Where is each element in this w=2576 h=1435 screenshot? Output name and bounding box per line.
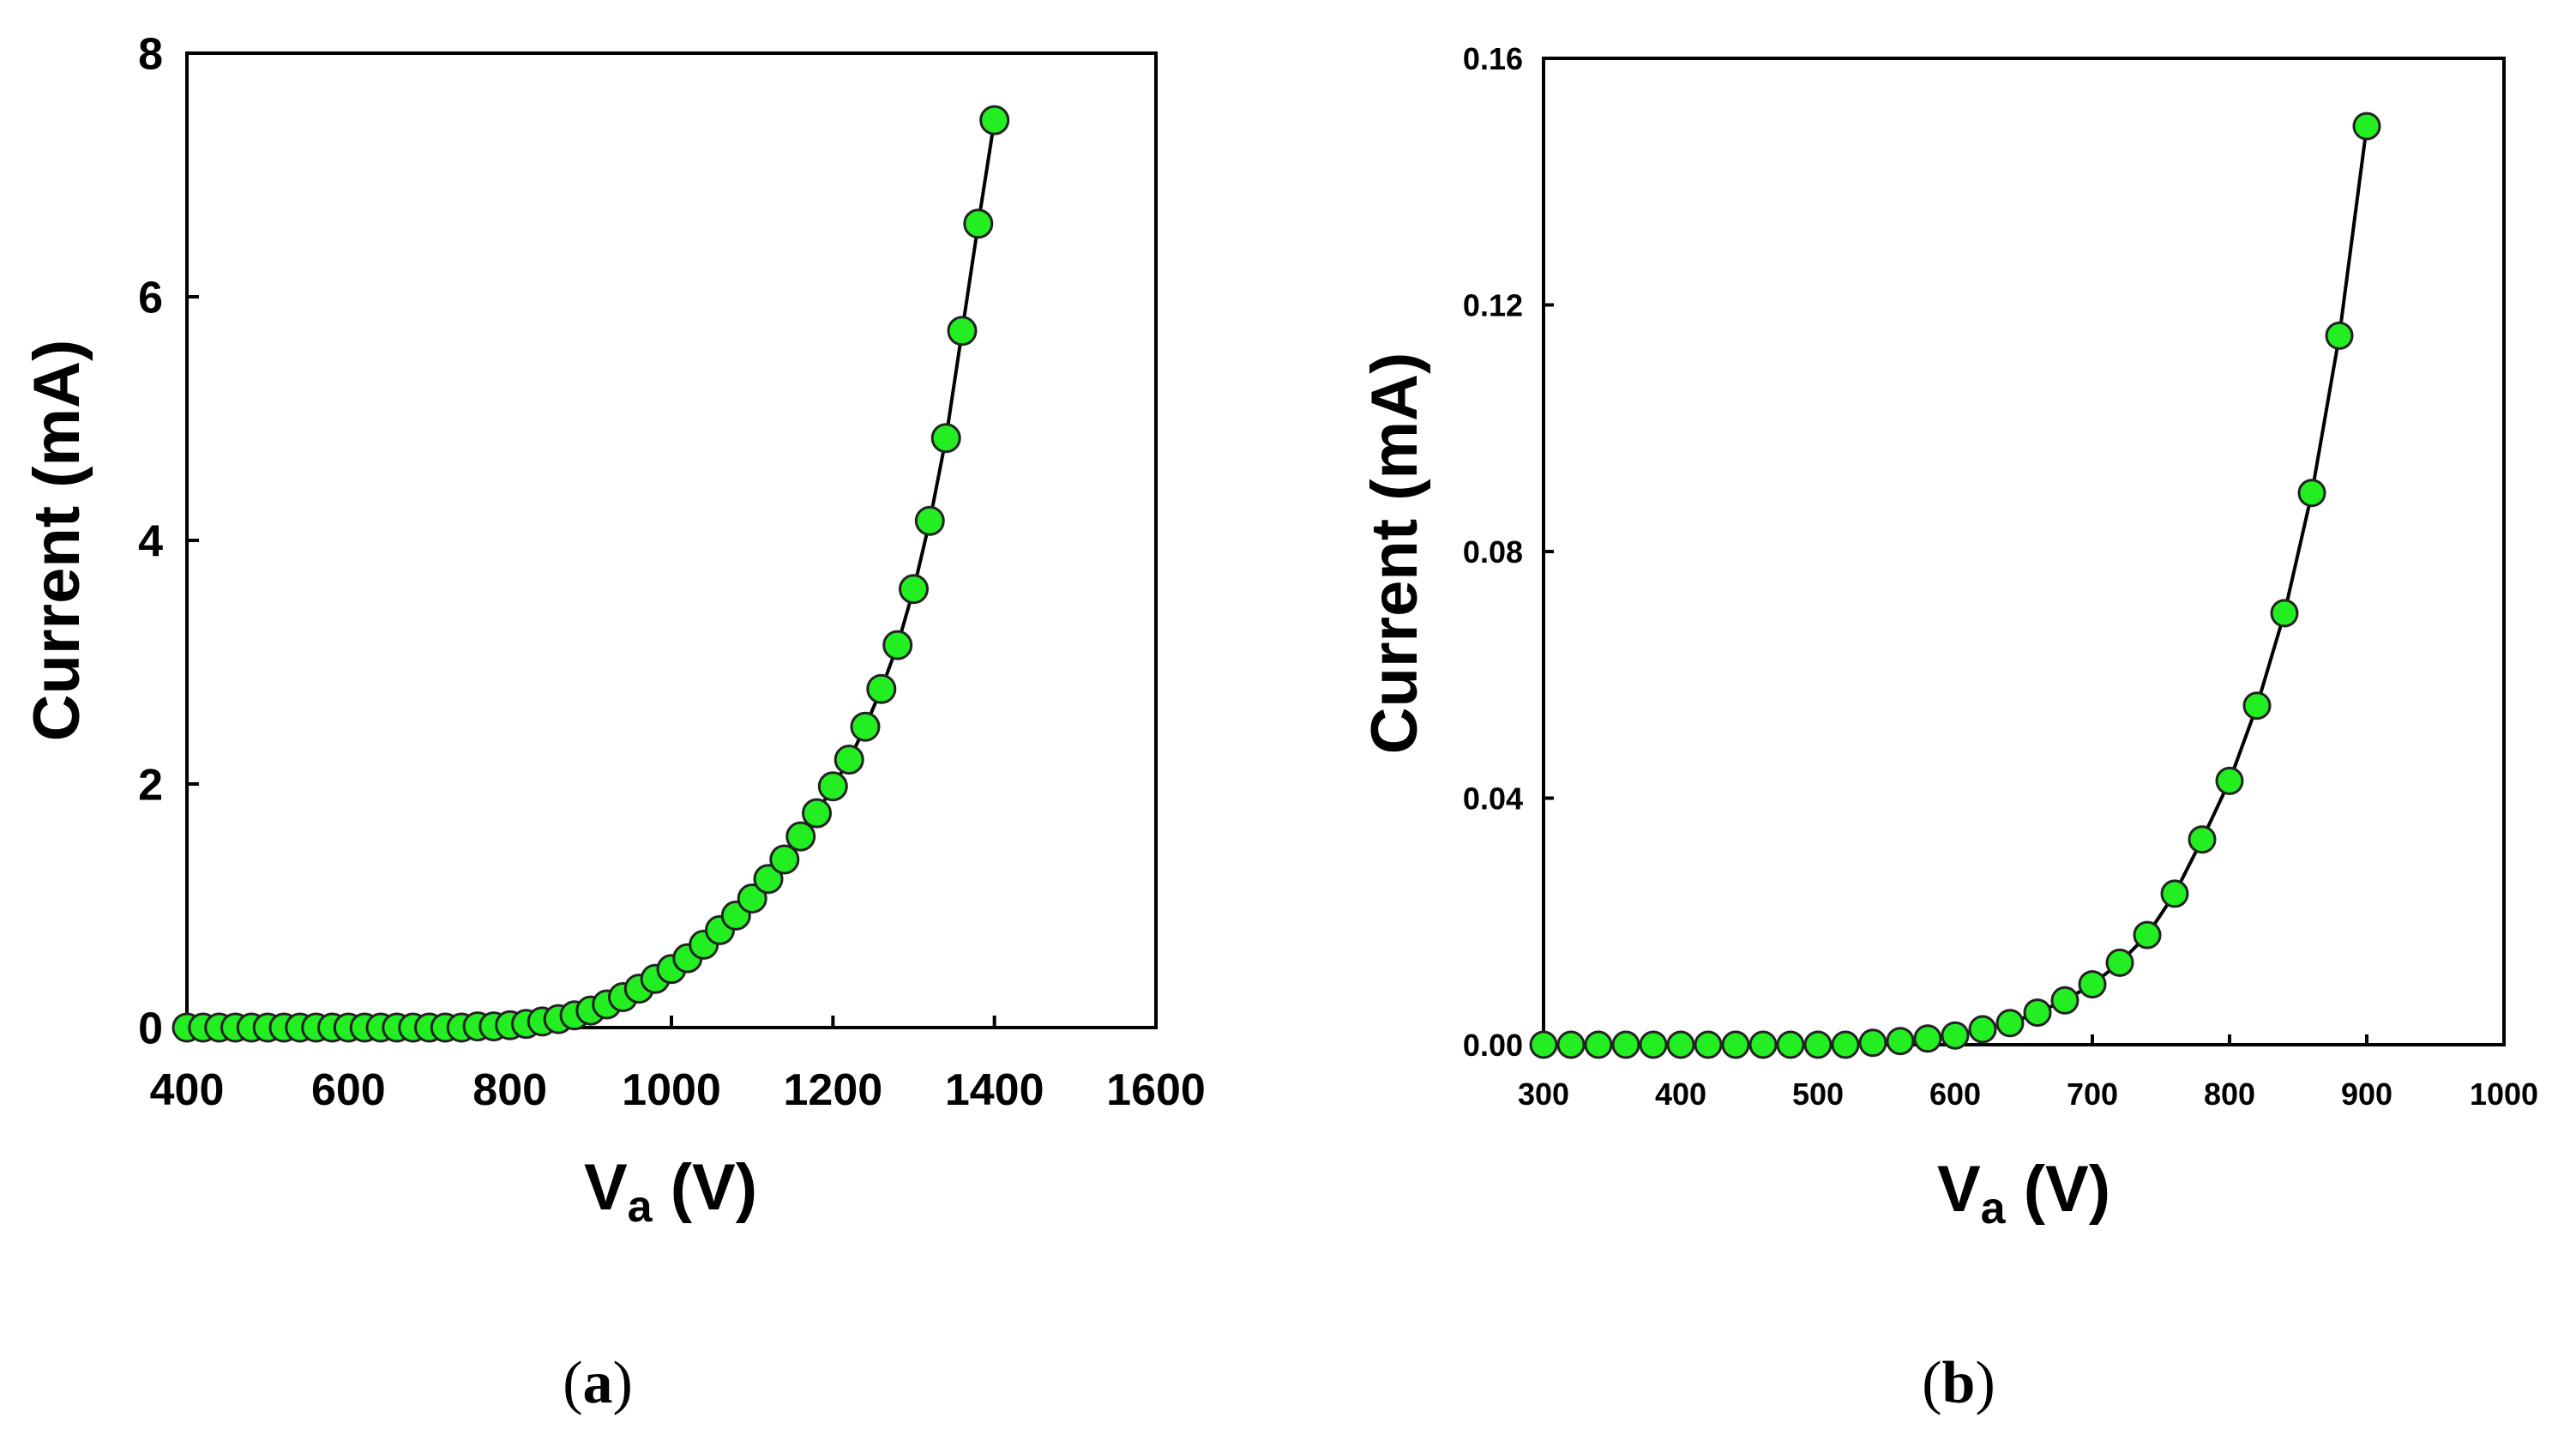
chart-a-data-point xyxy=(899,574,929,605)
chart-b-data-point xyxy=(1858,1028,1887,1058)
chart-b-data-point xyxy=(1721,1030,1750,1059)
chart-a-data-point xyxy=(866,673,897,704)
chart-b-caption: (b) xyxy=(1922,1350,1995,1416)
chart-a: 0 2 4 6 8 400 600 800 1000 1200 1400 1600 Current … xyxy=(21,30,1206,1416)
chart-b-data-point xyxy=(1941,1021,1970,1050)
chart-b-x-ticks: 300 400 500 600 700 800 900 1000 xyxy=(1518,1034,2538,1112)
chart-b-data-point xyxy=(2270,599,2299,628)
chart-b-data-point xyxy=(1639,1030,1668,1059)
chart-b-xtick-label: 800 xyxy=(2204,1076,2255,1112)
chart-b-ytick-label: 0.12 xyxy=(1463,287,1523,323)
chart-b-data-point xyxy=(2050,986,2079,1015)
chart-b-data-point xyxy=(1694,1030,1723,1059)
chart-b-data-point xyxy=(2105,948,2134,977)
chart-a-data-point xyxy=(802,798,832,829)
chart-b-series-line xyxy=(1544,125,2368,1046)
chart-b-xtick-label: 600 xyxy=(1929,1076,1981,1112)
chart-a-y-ticks: 0 2 4 6 8 xyxy=(138,30,199,1054)
chart-a-xtick-label: 1000 xyxy=(622,1065,721,1115)
chart-b-plot-frame xyxy=(1542,57,2506,1046)
chart-a-data-point xyxy=(947,316,978,347)
chart-a-data-point xyxy=(785,821,816,852)
chart-a-xtick-label: 1600 xyxy=(1106,1065,1206,1115)
chart-b-ytick-label: 0.08 xyxy=(1463,534,1523,570)
chart-b-ylabel: Current (mA) xyxy=(1358,353,1431,755)
chart-b-xtick-label: 500 xyxy=(1792,1076,1844,1112)
chart-b-xtick-label: 300 xyxy=(1518,1076,1569,1112)
chart-a-series-line xyxy=(187,119,996,1029)
chart-b-y-ticks: 0.00 0.04 0.08 0.12 0.16 xyxy=(1463,41,1554,1063)
chart-b-data-point xyxy=(1968,1015,1997,1044)
chart-b-ytick-label: 0.00 xyxy=(1463,1028,1523,1063)
chart-b-ytick-label: 0.04 xyxy=(1463,781,1523,816)
chart-b-data-point xyxy=(1886,1027,1915,1056)
chart-a-data-point xyxy=(737,883,767,913)
chart-a-xtick-label: 1400 xyxy=(945,1065,1044,1115)
chart-a-data-point xyxy=(769,844,800,875)
chart-a-data-point xyxy=(882,630,913,660)
chart-a-data-point xyxy=(930,423,961,454)
chart-a-xlabel: Va (V) xyxy=(584,1151,757,1232)
chart-b-data-point xyxy=(2352,112,2381,141)
chart-b-data-point xyxy=(1584,1030,1613,1059)
chart-b-data-point xyxy=(2215,766,2244,795)
chart-a-caption: (a) xyxy=(563,1350,633,1416)
chart-b-data-point xyxy=(2078,970,2107,999)
chart-b-xtick-label: 1000 xyxy=(2470,1076,2538,1112)
chart-b-points xyxy=(1529,112,2381,1059)
chart-a-data-point xyxy=(753,864,784,895)
chart-b-data-point xyxy=(2242,691,2272,721)
chart-a-ytick-label: 4 xyxy=(138,517,163,567)
chart-a-xlabel-unit: (V) xyxy=(653,1151,757,1224)
chart-a-x-ticks: 400 600 800 1000 1200 1400 1600 xyxy=(150,1016,1206,1115)
chart-b-ytick-label: 0.16 xyxy=(1463,41,1523,76)
chart-b-data-point xyxy=(1995,1009,2025,1038)
chart-a-ylabel: Current (mA) xyxy=(21,340,93,742)
chart-b-data-point xyxy=(2160,879,2189,908)
chart-a-ytick-label: 8 xyxy=(138,30,163,80)
chart-b-data-point xyxy=(2188,825,2217,854)
chart-b-xtick-label: 700 xyxy=(2067,1076,2118,1112)
chart-a-ytick-label: 2 xyxy=(138,761,163,811)
chart-a-data-point xyxy=(817,771,848,802)
chart-b-data-point xyxy=(1556,1030,1586,1059)
chart-b-data-point xyxy=(1913,1024,1942,1053)
chart-a-xtick-label: 1200 xyxy=(783,1065,882,1115)
chart-b-xlabel-sub: a xyxy=(1981,1184,2007,1233)
chart-b-data-point xyxy=(1803,1030,1833,1059)
chart-b-data-point xyxy=(1748,1030,1778,1059)
chart-b-data-point xyxy=(1666,1030,1695,1059)
chart-b-data-point xyxy=(1831,1030,1860,1059)
chart-b-data-point xyxy=(2023,998,2052,1028)
chart-a-data-point xyxy=(850,711,881,742)
chart-a-data-point xyxy=(963,208,994,239)
chart-b-xtick-label: 400 xyxy=(1655,1076,1706,1112)
chart-b-data-point xyxy=(2133,920,2162,950)
chart-b-xlabel-unit: (V) xyxy=(2006,1153,2110,1226)
chart-a-points xyxy=(172,105,1010,1043)
chart-b-xlabel-main: V xyxy=(1937,1153,1981,1226)
chart-a-xlabel-sub: a xyxy=(628,1182,653,1232)
chart-a-xtick-label: 800 xyxy=(472,1065,547,1115)
chart-a-plot-frame xyxy=(185,51,1158,1029)
chart-a-xtick-label: 400 xyxy=(150,1065,225,1115)
chart-a-ytick-label: 0 xyxy=(138,1004,163,1054)
chart-b-data-point xyxy=(1529,1030,1558,1059)
chart-b-xtick-label: 900 xyxy=(2341,1076,2392,1112)
chart-a-data-point xyxy=(979,105,1010,136)
chart-a-data-point xyxy=(914,505,945,536)
chart-b: 0.00 0.04 0.08 0.12 0.16 300 400 500 600 700 800 9… xyxy=(1358,41,2538,1416)
chart-a-data-point xyxy=(834,745,864,775)
chart-b-xlabel: Va (V) xyxy=(1937,1153,2110,1233)
chart-b-data-point xyxy=(2325,321,2354,350)
chart-b-data-point xyxy=(1611,1030,1640,1059)
chart-b-data-point xyxy=(1776,1030,1805,1059)
chart-a-xtick-label: 600 xyxy=(311,1065,386,1115)
chart-a-xlabel-main: V xyxy=(584,1151,628,1224)
chart-a-ytick-label: 6 xyxy=(138,274,163,323)
chart-b-data-point xyxy=(2297,479,2326,508)
